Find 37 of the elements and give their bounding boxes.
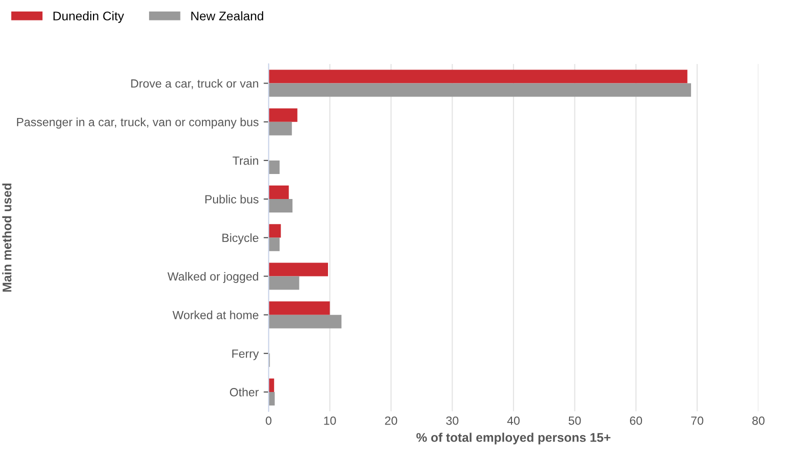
x-axis-title: % of total employed persons 15+ [416, 432, 610, 444]
y-tick-label: Bicycle [222, 233, 258, 244]
bar [268, 224, 281, 238]
y-tick-label: Ferry [232, 350, 259, 360]
x-tick-label: 80 [752, 416, 765, 425]
x-tick-label: 30 [446, 416, 458, 425]
bar [268, 108, 298, 122]
bar [268, 122, 292, 136]
y-tick-label: Drove a car, truck or van [131, 79, 258, 90]
bar [268, 314, 342, 328]
x-tick-label: 40 [507, 416, 520, 425]
bar [268, 301, 330, 315]
bar [268, 262, 328, 276]
y-tick-label: Public bus [205, 194, 258, 204]
x-tick-label: 70 [691, 416, 704, 425]
y-tick-label: Other [230, 388, 259, 396]
bar [268, 238, 280, 252]
x-tick-label: 10 [324, 416, 336, 425]
x-tick-label: 20 [385, 416, 398, 425]
x-tick-label: 60 [630, 416, 642, 425]
bar [268, 70, 688, 84]
legend-label: New Zealand [191, 11, 264, 20]
bar [268, 186, 289, 200]
bar [268, 392, 275, 406]
y-tick-label: Walked or jogged [168, 272, 258, 283]
bar [268, 83, 692, 97]
y-tick-label: Passenger in a car, truck, van or company bus [17, 118, 258, 129]
legend-label: Dunedin City [54, 11, 124, 23]
y-tick-label: Worked at home [172, 310, 258, 320]
y-axis-title: Main method used [2, 184, 12, 292]
bar [268, 378, 274, 392]
bar [268, 160, 280, 174]
bar [268, 276, 300, 290]
bar [268, 199, 292, 213]
y-tick-label: Train [232, 156, 258, 165]
x-tick-label: 50 [568, 416, 581, 425]
x-tick-label: 0 [266, 416, 272, 425]
